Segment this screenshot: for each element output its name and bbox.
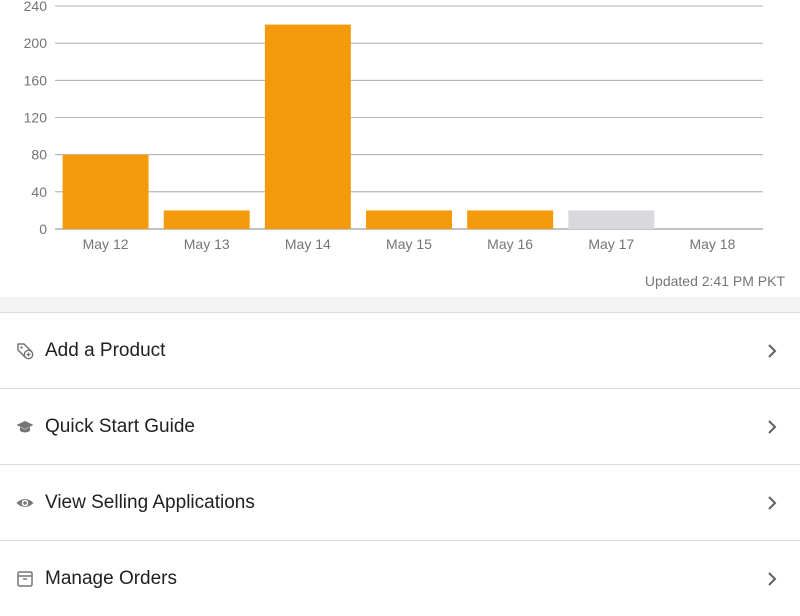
- y-tick-label: 0: [39, 221, 47, 237]
- sales-bar-chart: 0 40 80 120 160 200 240 May 12 May 13 May 14 May 1…: [24, 0, 763, 252]
- manage-orders-item[interactable]: Manage Orders: [0, 540, 800, 616]
- bar-may-13[interactable]: [163, 210, 250, 229]
- eye-icon: [16, 494, 34, 512]
- section-divider: [0, 297, 800, 312]
- y-tick-label: 40: [31, 184, 47, 200]
- sales-chart: 0 40 80 120 160 200 240 May 12 May 13 May 14 May 1…: [0, 0, 800, 297]
- y-tick-label: 240: [24, 0, 48, 14]
- view-selling-applications-label: View Selling Applications: [45, 491, 255, 513]
- quick-start-guide-label: Quick Start Guide: [45, 415, 195, 437]
- x-tick-label: May 13: [184, 236, 230, 252]
- x-tick-label: May 14: [285, 236, 331, 252]
- bar-may-12[interactable]: [62, 154, 149, 229]
- x-tick-label: May 12: [83, 236, 129, 252]
- quick-start-guide-item[interactable]: Quick Start Guide: [0, 388, 800, 464]
- bar-may-15[interactable]: [366, 210, 452, 229]
- graduation-cap-icon: [16, 418, 34, 436]
- bar-may-14[interactable]: [264, 24, 351, 230]
- chevron-right-icon: [766, 419, 778, 434]
- x-tick-label: May 18: [689, 236, 735, 252]
- add-product-item[interactable]: Add a Product: [0, 312, 800, 388]
- action-menu: Add a Product Quick Start Guide View Sel…: [0, 312, 800, 616]
- x-tick-label: May 15: [386, 236, 432, 252]
- chevron-right-icon: [766, 495, 778, 510]
- chevron-right-icon: [766, 343, 778, 358]
- x-tick-label: May 16: [487, 236, 533, 252]
- tag-add-icon: [16, 342, 34, 360]
- view-selling-applications-item[interactable]: View Selling Applications: [0, 464, 800, 540]
- add-product-label: Add a Product: [45, 339, 166, 361]
- y-tick-label: 120: [24, 110, 48, 126]
- x-tick-label: May 17: [588, 236, 634, 252]
- bar-may-17[interactable]: [568, 210, 655, 229]
- updated-timestamp: Updated 2:41 PM PKT: [644, 273, 785, 289]
- y-tick-label: 160: [24, 72, 48, 88]
- y-tick-label: 80: [31, 147, 47, 163]
- box-icon: [16, 570, 34, 588]
- manage-orders-label: Manage Orders: [45, 567, 178, 589]
- y-tick-label: 200: [24, 35, 48, 51]
- bar-may-16[interactable]: [467, 210, 554, 229]
- chevron-right-icon: [766, 571, 778, 586]
